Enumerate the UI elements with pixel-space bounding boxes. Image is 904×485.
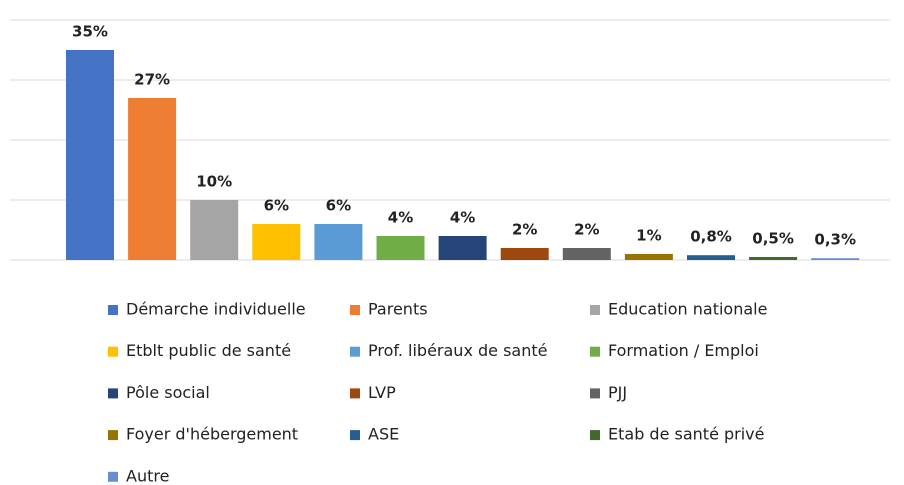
- bar: [128, 98, 177, 260]
- data-label: 6%: [326, 197, 351, 215]
- legend-swatch: [350, 388, 360, 399]
- legend-label: Pôle social: [126, 383, 210, 402]
- data-label: 0,8%: [690, 228, 732, 246]
- data-label: 0,5%: [752, 230, 794, 248]
- bar: [500, 248, 549, 260]
- data-label: 0,3%: [814, 231, 856, 249]
- bar: [314, 224, 363, 260]
- legend-swatch: [590, 430, 600, 441]
- legend-label: Foyer d'hébergement: [126, 425, 298, 444]
- legend-swatch: [108, 388, 118, 399]
- bar: [190, 200, 239, 260]
- legend-swatch: [590, 346, 600, 357]
- data-label: 4%: [450, 209, 475, 227]
- legend-label: Education nationale: [608, 300, 767, 319]
- legend-swatch: [108, 305, 118, 315]
- legend-label: LVP: [368, 383, 396, 402]
- bar: [376, 236, 425, 260]
- data-label: 2%: [574, 221, 599, 239]
- data-label: 27%: [134, 71, 170, 89]
- legend-label: ASE: [368, 425, 399, 444]
- legend-label: Autre: [126, 466, 169, 485]
- legend-label: Prof. libéraux de santé: [368, 341, 547, 360]
- legend-swatch: [350, 346, 360, 357]
- legend-label: PJJ: [608, 383, 627, 402]
- bar: [438, 236, 487, 260]
- data-label: 6%: [264, 197, 289, 215]
- legend-swatch: [590, 388, 600, 399]
- legend-label: Etblt public de santé: [126, 341, 291, 360]
- bar: [562, 248, 611, 260]
- data-label: 4%: [388, 209, 413, 227]
- bar: [687, 255, 735, 260]
- legend-label: Démarche individuelle: [126, 300, 306, 319]
- legend-label: Parents: [368, 300, 428, 319]
- bar: [66, 50, 114, 260]
- legend-swatch: [590, 305, 600, 315]
- legend-label: Etab de santé privé: [608, 425, 765, 444]
- legend-swatch: [350, 305, 360, 315]
- legend-swatch: [108, 430, 118, 441]
- data-label: 10%: [196, 173, 232, 191]
- bar: [624, 254, 673, 260]
- bar: [749, 257, 798, 260]
- data-label: 1%: [636, 227, 661, 245]
- legend-swatch: [108, 471, 118, 482]
- bar: [252, 224, 301, 260]
- legend-swatch: [108, 346, 118, 357]
- legend-label: Formation / Emploi: [608, 341, 759, 360]
- data-label: 2%: [512, 221, 537, 239]
- legend-swatch: [350, 430, 360, 441]
- data-label: 35%: [72, 23, 108, 41]
- bar: [811, 258, 860, 260]
